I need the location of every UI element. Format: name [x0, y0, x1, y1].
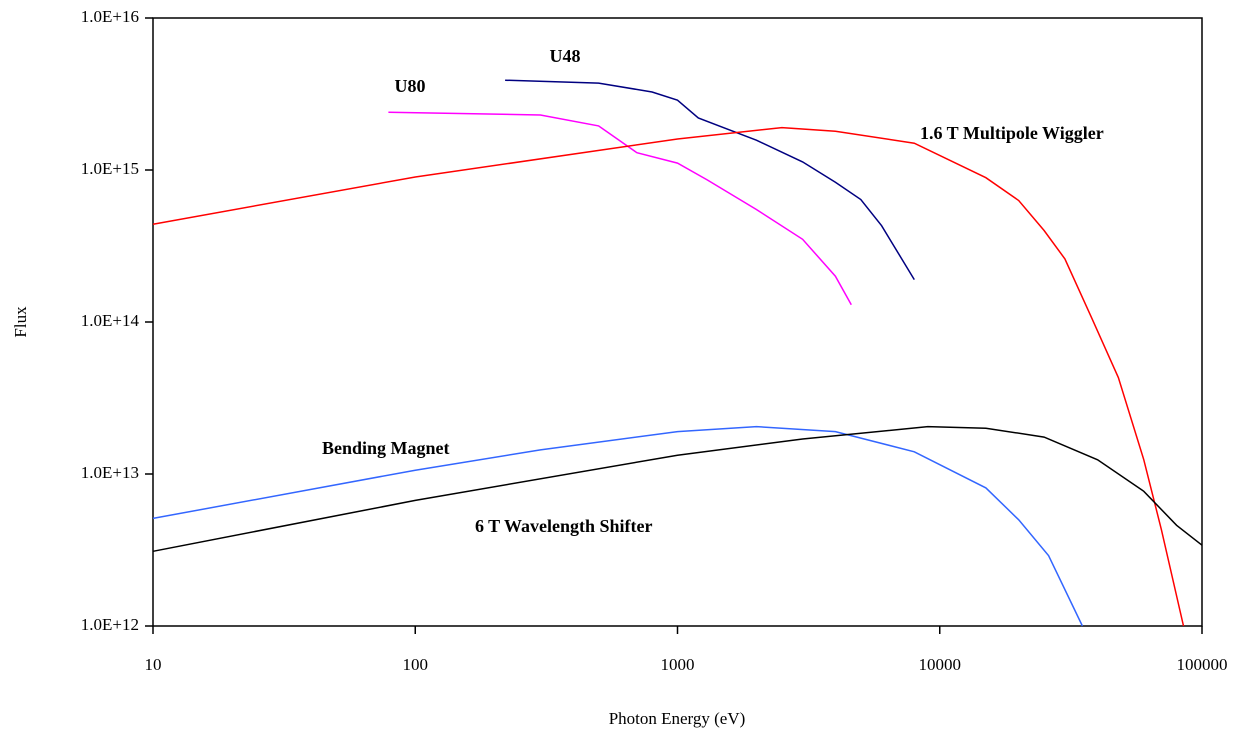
y-tick-label: 1.0E+13 — [81, 463, 139, 482]
y-tick-label: 1.0E+12 — [81, 615, 139, 634]
series-label: Bending Magnet — [322, 438, 450, 458]
y-axis-label: Flux — [11, 306, 30, 338]
y-tick-label: 1.0E+16 — [81, 7, 139, 26]
series-line — [505, 79, 915, 280]
series-label: 6 T Wavelength Shifter — [475, 516, 653, 536]
series-line — [152, 425, 1084, 627]
x-tick-label: 100 — [403, 655, 429, 674]
series-line — [152, 126, 1185, 627]
series-label: U80 — [395, 76, 426, 96]
series-line — [388, 111, 852, 306]
series-label: U48 — [550, 46, 581, 66]
x-axis-label: Photon Energy (eV) — [609, 709, 746, 728]
y-tick-label: 1.0E+15 — [81, 159, 139, 178]
y-tick-label: 1.0E+14 — [81, 311, 140, 330]
x-tick-label: 1000 — [661, 655, 695, 674]
plot-frame — [152, 17, 1203, 627]
x-tick-label: 10 — [145, 655, 162, 674]
series-label: 1.6 T Multipole Wiggler — [920, 123, 1104, 143]
series-line — [152, 425, 1203, 553]
x-tick-label: 100000 — [1177, 655, 1228, 674]
x-tick-label: 10000 — [919, 655, 962, 674]
